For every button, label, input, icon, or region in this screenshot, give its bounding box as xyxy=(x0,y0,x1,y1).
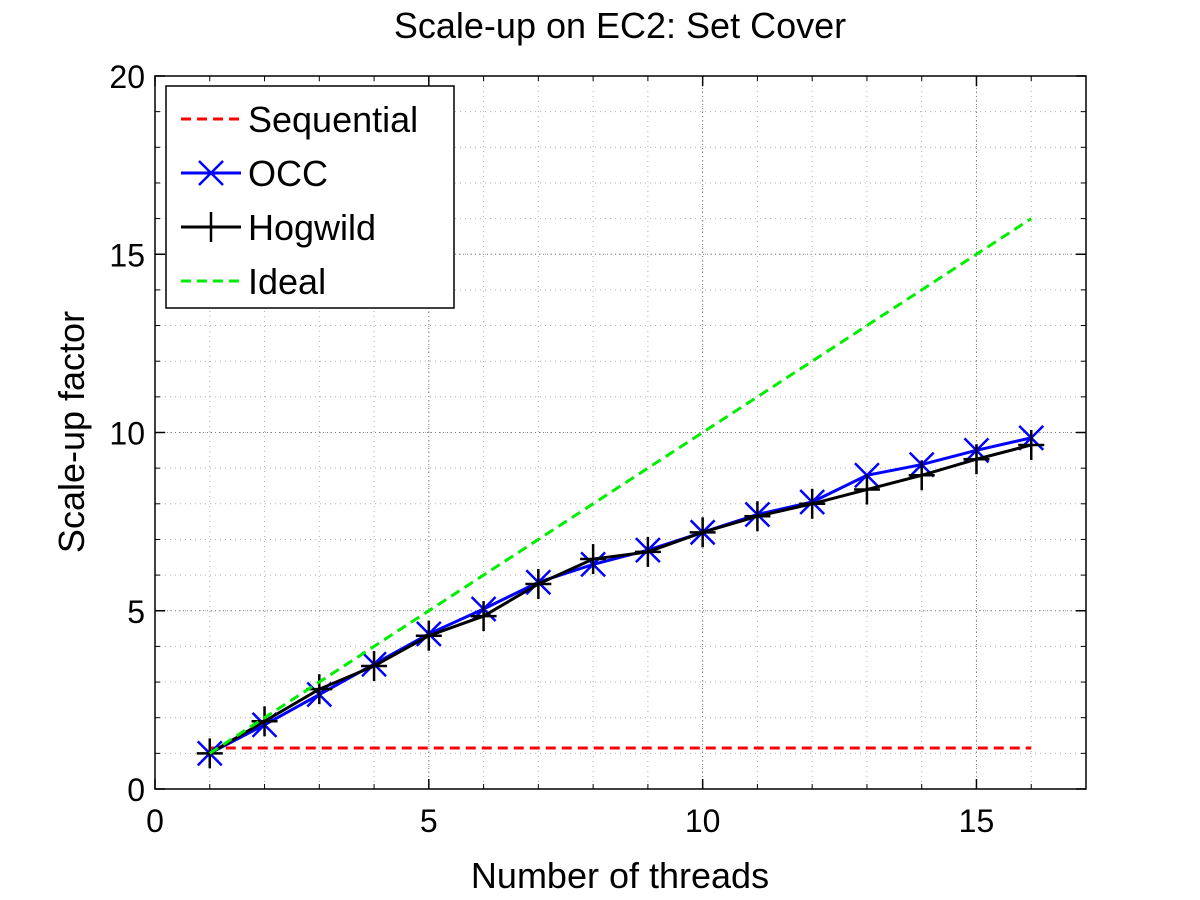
data-point-hogwild xyxy=(361,651,388,682)
data-point-hogwild xyxy=(634,536,661,567)
y-tick-label: 10 xyxy=(109,416,145,452)
series-line-occ xyxy=(209,436,1032,755)
x-tick-label: 10 xyxy=(685,803,721,839)
y-tick-label: 5 xyxy=(127,594,145,630)
series-hogwild xyxy=(196,429,1045,769)
tick-layer: 0 5 10 15 0 5 10 15 20 xyxy=(109,59,1087,839)
legend-entry-sequential: Sequential xyxy=(181,99,418,140)
legend-entry-occ: OCC xyxy=(181,153,328,194)
chart-title: Scale-up on EC2: Set Cover xyxy=(394,5,846,46)
marker-stroke xyxy=(198,160,224,186)
legend-marker-hogwild xyxy=(198,212,224,242)
x-tick-label: 15 xyxy=(959,803,995,839)
data-point-hogwild xyxy=(799,488,826,519)
grid-layer xyxy=(154,75,1086,790)
y-tick-label: 0 xyxy=(127,772,145,808)
y-tick-label: 15 xyxy=(109,237,145,273)
data-point-hogwild xyxy=(744,501,771,532)
series-line-hogwild xyxy=(209,443,1032,755)
legend-label-sequential: Sequential xyxy=(248,99,418,140)
series-ideal xyxy=(208,217,1033,755)
data-point-hogwild xyxy=(963,444,990,475)
legend-label-hogwild: Hogwild xyxy=(248,207,376,248)
data-point-hogwild xyxy=(689,517,716,548)
legend-box xyxy=(165,85,455,309)
y-tick-label: 20 xyxy=(109,59,145,95)
data-point-hogwild xyxy=(580,544,607,575)
series-layer xyxy=(196,217,1045,769)
legend: Sequential OCC Hogwild Ideal xyxy=(165,85,455,309)
data-point-hogwild xyxy=(470,601,497,632)
legend-entries: Sequential OCC Hogwild Ideal xyxy=(181,99,418,302)
series-line-ideal xyxy=(208,217,1033,755)
data-point-hogwild xyxy=(908,460,935,491)
x-axis-label: Number of threads xyxy=(471,855,769,896)
data-point-hogwild xyxy=(1018,429,1045,460)
legend-entry-ideal: Ideal xyxy=(181,261,326,302)
data-point-hogwild xyxy=(251,706,278,737)
legend-label-ideal: Ideal xyxy=(248,261,326,302)
data-point-hogwild xyxy=(415,620,442,651)
data-point-hogwild xyxy=(525,569,552,600)
x-tick-label: 5 xyxy=(420,803,438,839)
x-tick-label: 0 xyxy=(146,803,164,839)
legend-marker-occ xyxy=(198,160,224,186)
data-point-hogwild xyxy=(853,474,880,505)
y-axis-label: Scale-up factor xyxy=(51,311,92,553)
legend-label-occ: OCC xyxy=(248,153,328,194)
legend-entry-hogwild: Hogwild xyxy=(181,207,376,248)
